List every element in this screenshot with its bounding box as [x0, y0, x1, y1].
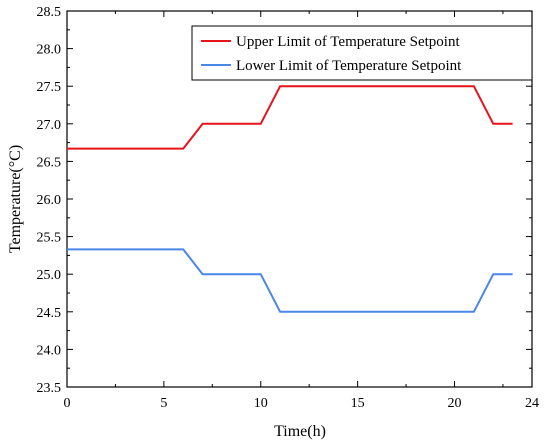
- y-tick-label: 26.0: [37, 193, 62, 208]
- legend-box: [191, 25, 533, 81]
- y-tick-label: 24.0: [37, 343, 62, 358]
- x-tick-label: 24: [525, 396, 539, 411]
- x-tick-label: 0: [64, 396, 71, 411]
- tick-labels: 0 5 10 15 20 24 23.5 24.0 24.5 25.0 25.5 26.0 26.5 27…: [37, 5, 540, 411]
- y-tick-label: 25.0: [37, 268, 62, 283]
- legend: Upper Limit of Temperature Setpoint Lower…: [191, 25, 533, 81]
- series-line-upper-limit: [67, 85, 513, 150]
- series-line-lower-limit: [67, 248, 513, 313]
- legend-label-lower-limit: Lower Limit of Temperature Setpoint: [236, 58, 462, 74]
- y-axis-title: Temperature(°C): [7, 145, 24, 253]
- series-layer: [67, 85, 513, 313]
- axis-ticks: [66, 10, 533, 388]
- x-tick-label: 15: [351, 396, 365, 411]
- x-axis-title: Time(h): [274, 423, 326, 440]
- x-tick-label: 5: [160, 396, 167, 411]
- legend-label-upper-limit: Upper Limit of Temperature Setpoint: [236, 34, 460, 50]
- y-tick-label: 24.5: [37, 306, 62, 321]
- y-tick-label: 28.0: [37, 43, 62, 58]
- x-tick-label: 20: [448, 396, 462, 411]
- y-tick-label: 26.5: [37, 155, 62, 170]
- x-tick-label: 10: [254, 396, 268, 411]
- y-tick-label: 25.5: [37, 231, 62, 246]
- y-tick-label: 27.0: [37, 118, 62, 133]
- y-tick-label: 27.5: [37, 80, 62, 95]
- y-tick-label: 28.5: [37, 5, 62, 20]
- y-tick-label: 23.5: [37, 381, 62, 396]
